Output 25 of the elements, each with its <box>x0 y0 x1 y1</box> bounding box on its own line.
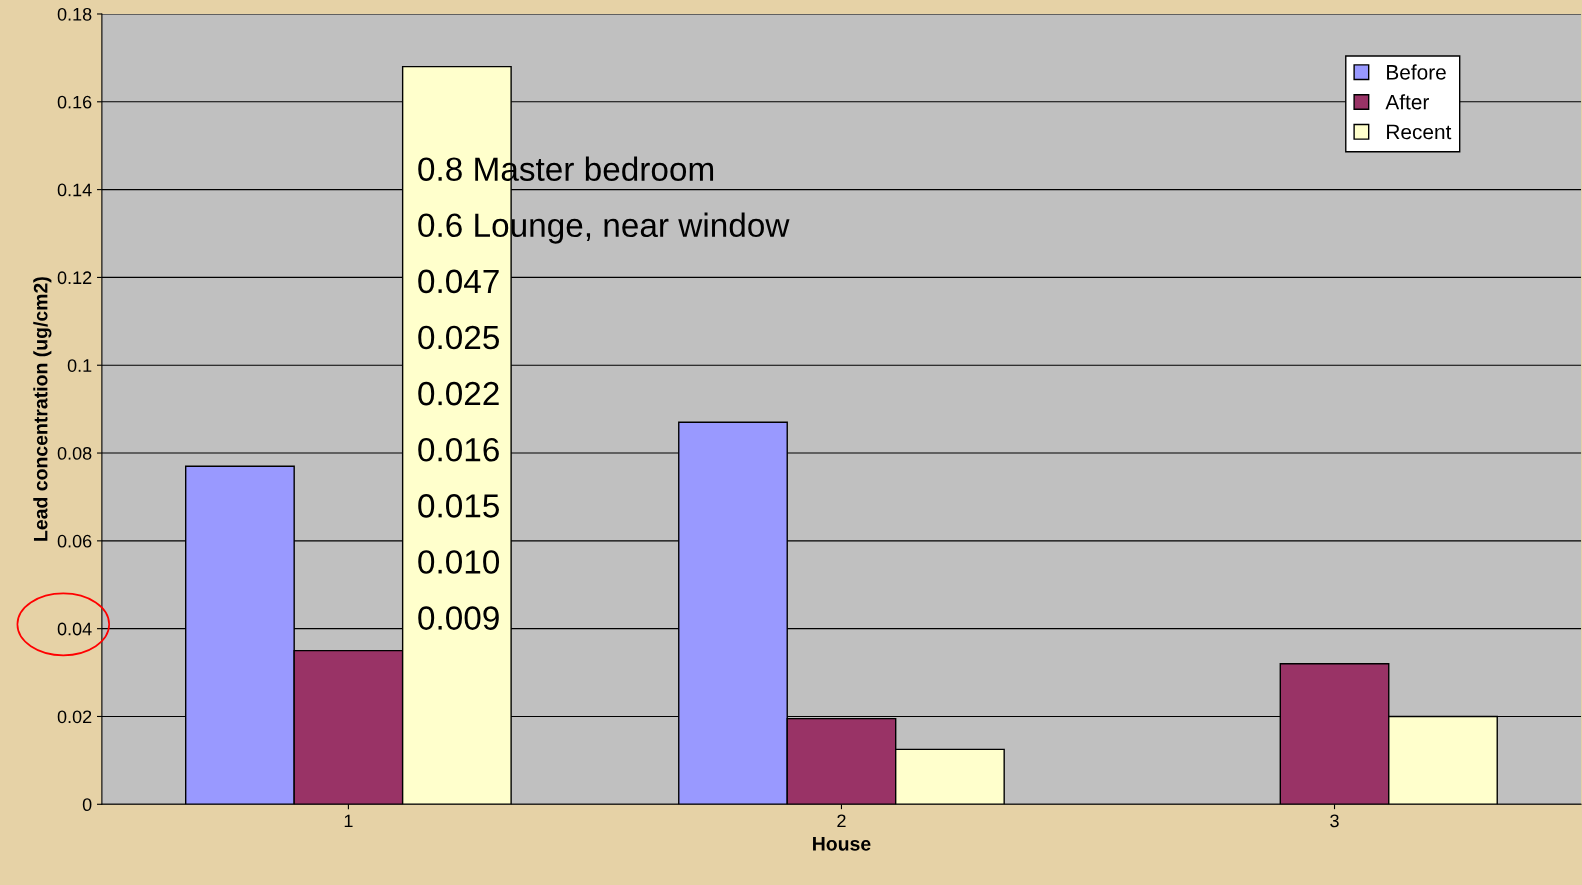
x-tick-label: 1 <box>344 814 353 828</box>
legend-label: After <box>1385 94 1430 110</box>
annotation: 0.047 <box>418 269 499 294</box>
x-tick-label: 2 <box>837 814 846 828</box>
annotation: 0.022 <box>418 381 499 406</box>
y-tick-label: 0.1 <box>67 359 92 372</box>
y-tick-label: 0.04 <box>57 622 92 636</box>
y-tick-label: 0.02 <box>57 710 92 724</box>
y-tick-label: 0 <box>82 798 92 812</box>
annotation: 0.010 <box>418 550 500 574</box>
y-tick-label: 0.14 <box>57 183 92 197</box>
y-tick-label: 0.18 <box>57 7 92 21</box>
x-tick-label: 3 <box>1330 814 1339 828</box>
legend-label: Recent <box>1387 124 1452 140</box>
y-tick-label: 0.12 <box>57 271 92 285</box>
y-tick-label: 0.16 <box>57 95 92 109</box>
annotation: 0.009 <box>418 606 499 630</box>
y-tick-label: 0.06 <box>57 534 92 548</box>
x-axis-title: House <box>813 837 871 851</box>
y-axis-title: Lead concentration (ug/cm2) <box>33 277 52 541</box>
y-tick-label: 0.08 <box>57 446 92 460</box>
annotation: 0.025 <box>418 325 499 350</box>
annotation: 0.015 <box>418 494 499 518</box>
annotation: 0.016 <box>418 437 499 462</box>
legend-label: Before <box>1387 64 1446 80</box>
